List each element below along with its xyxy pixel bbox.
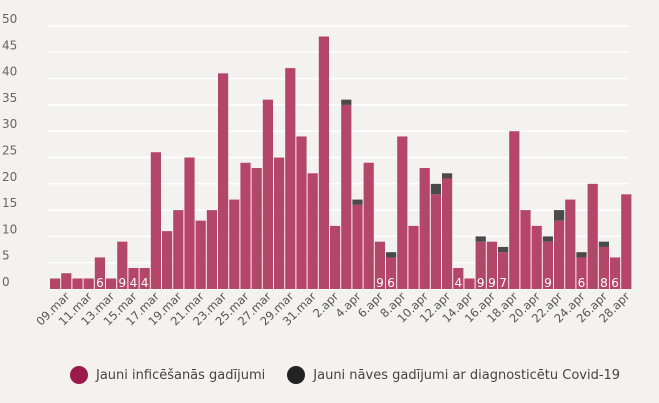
data-label: 9 — [477, 276, 485, 290]
bar-deaths — [475, 236, 486, 242]
bar-infections — [442, 178, 453, 289]
bar-deaths — [554, 210, 565, 221]
bar-infections — [520, 210, 531, 289]
bar-infections — [262, 99, 273, 289]
bar-infections — [542, 241, 553, 289]
data-label: 6 — [578, 276, 586, 290]
bar-infections — [330, 225, 341, 289]
bar-infections — [486, 241, 497, 289]
data-label: 6 — [387, 276, 395, 290]
bar-infections — [610, 257, 621, 289]
bar-deaths — [430, 183, 441, 195]
legend-item-deaths: Jauni nāves gadījumi ar diagnosticētu Co… — [287, 366, 620, 384]
bar-infections — [453, 267, 464, 289]
data-label: 4 — [141, 276, 149, 290]
bar-infections — [150, 152, 161, 289]
legend-infections-label: Jauni inficēšanās gadījumi — [96, 367, 266, 383]
data-label: 7 — [499, 276, 507, 290]
bar-deaths — [352, 199, 363, 205]
bar-infections — [464, 278, 475, 289]
bar-infections — [173, 210, 184, 289]
legend-deaths-label: Jauni nāves gadījumi ar diagnosticētu Co… — [313, 367, 621, 383]
bar-infections — [531, 225, 542, 289]
bar-deaths — [442, 173, 453, 179]
y-tick-label: 40 — [2, 65, 17, 79]
legend-item-infections: Jauni inficēšanās gadījumi — [70, 366, 265, 384]
bar-infections — [509, 131, 520, 289]
y-tick-label: 45 — [2, 38, 17, 52]
bar-infections — [274, 157, 285, 289]
bar-infections — [408, 225, 419, 289]
bar-deaths — [386, 252, 397, 258]
data-label: 8 — [600, 276, 608, 290]
bar-infections — [117, 241, 128, 289]
bar-infections — [83, 278, 94, 289]
bar-infections — [240, 162, 251, 289]
bar-infections — [363, 162, 374, 289]
bar-infections — [307, 173, 318, 289]
bar-deaths — [542, 236, 553, 242]
bar-infections — [72, 278, 83, 289]
y-tick-label: 15 — [2, 196, 17, 210]
y-tick-label: 30 — [2, 117, 17, 131]
bar-infections — [229, 199, 240, 289]
bar-infections — [184, 157, 195, 289]
bar-infections — [386, 257, 397, 289]
bar-infections — [587, 183, 598, 289]
y-tick-label: 0 — [2, 275, 10, 289]
y-tick-label: 25 — [2, 144, 17, 158]
bar-infections — [106, 278, 117, 289]
bar-infections — [61, 273, 72, 289]
bar-infections — [430, 194, 441, 289]
bar-deaths — [576, 252, 587, 258]
bar-infections — [296, 136, 307, 289]
bar-infections — [352, 204, 363, 289]
bar-infections — [498, 252, 509, 289]
bar-infections — [621, 194, 632, 289]
bar-infections — [285, 68, 296, 289]
bar-infections — [565, 199, 576, 289]
bar-infections — [397, 136, 408, 289]
y-tick-label: 50 — [2, 12, 17, 26]
bar-infections — [50, 278, 61, 289]
bar-infections — [576, 257, 587, 289]
y-tick-label: 35 — [2, 91, 17, 105]
data-label: 6 — [96, 276, 104, 290]
bar-infections — [206, 210, 217, 289]
bar-infections — [419, 168, 430, 289]
bar-infections — [139, 267, 150, 289]
bar-infections — [318, 36, 329, 289]
bar-infections — [218, 73, 229, 289]
bar-infections — [475, 241, 486, 289]
data-label: 9 — [544, 276, 552, 290]
bar-infections — [251, 168, 262, 289]
bar-infections — [94, 257, 105, 289]
data-label: 9 — [118, 276, 126, 290]
data-label: 4 — [130, 276, 138, 290]
legend-deaths-swatch — [287, 366, 306, 384]
data-label: 6 — [611, 276, 619, 290]
y-tick-label: 10 — [2, 222, 17, 236]
legend: Jauni inficēšanās gadījumi Jauni nāves g… — [70, 366, 642, 384]
legend-infections-swatch — [70, 366, 88, 384]
bar-infections — [598, 246, 609, 289]
bar-deaths — [341, 99, 352, 105]
data-label: 9 — [376, 276, 384, 290]
data-label: 9 — [488, 276, 496, 290]
bar-infections — [128, 267, 139, 289]
bar-infections — [195, 220, 206, 289]
bar-infections — [162, 231, 173, 289]
y-tick-label: 20 — [2, 170, 17, 184]
bar-infections — [374, 241, 385, 289]
bar-deaths — [498, 246, 509, 253]
data-label: 4 — [454, 276, 462, 290]
y-tick-label: 5 — [2, 249, 10, 263]
bar-infections — [554, 220, 565, 289]
bar-infections — [341, 104, 352, 290]
bar-deaths — [598, 241, 609, 247]
